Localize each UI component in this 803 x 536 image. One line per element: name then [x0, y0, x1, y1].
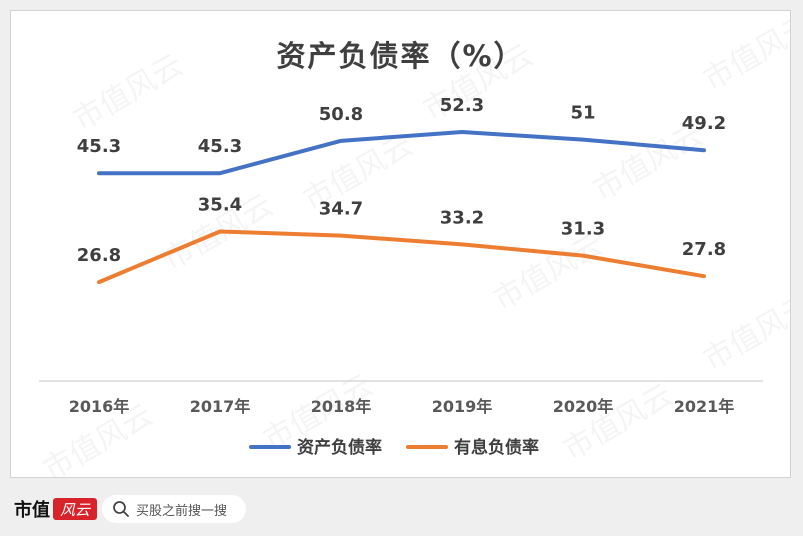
x-tick-label: 2017年 — [190, 397, 251, 416]
legend: 资产负债率 有息负债率 — [249, 437, 539, 458]
data-label: 45.3 — [77, 136, 121, 157]
chart-title: 资产负债率（%） — [276, 39, 525, 73]
data-label: 52.3 — [440, 95, 484, 116]
data-label: 34.7 — [319, 199, 363, 220]
footer-bar: 市值 风云 买股之前搜一搜 — [0, 480, 803, 536]
legend-label-1: 有息负债率 — [454, 437, 539, 458]
data-label: 27.8 — [682, 239, 726, 260]
data-label: 45.3 — [198, 136, 242, 157]
data-label: 49.2 — [682, 113, 726, 134]
data-label: 31.3 — [561, 219, 605, 240]
series-layer — [97, 129, 706, 285]
watermark-text: 市值风云 — [698, 288, 791, 378]
x-tick-label: 2021年 — [674, 397, 735, 416]
search-icon — [113, 501, 129, 517]
x-tick-label: 2016年 — [69, 397, 130, 416]
data-label: 35.4 — [198, 194, 242, 215]
data-label: 26.8 — [77, 245, 121, 266]
watermark-text: 市值风云 — [488, 228, 609, 318]
search-placeholder: 买股之前搜一搜 — [136, 503, 228, 519]
watermark-text: 市值风云 — [558, 378, 679, 468]
x-tick-label: 2018年 — [311, 397, 372, 416]
x-tick-label: 2019年 — [432, 397, 493, 416]
brand-name: 市值 — [14, 500, 50, 521]
chart-card: 市值风云 市值风云 市值风云 市值风云 市值风云 市值风云 市值风云 市值风云 市值风云 市值风云… — [10, 10, 791, 478]
data-label: 50.8 — [319, 104, 363, 125]
search-box[interactable]: 买股之前搜一搜 — [102, 495, 246, 523]
series-line-1 — [97, 229, 706, 285]
line-chart: 市值风云市值风云市值风云市值风云市值风云市值风云市值风云市值风云市值风云市值风云… — [38, 11, 791, 477]
data-labels: 45.3 45.3 50.8 52.3 51 49.2 26.8 35.4 34.7 33.2 31… — [77, 95, 726, 266]
x-tick-labels: 2016年 2017年 2018年 2019年 2020年 2021年 — [69, 397, 735, 416]
data-label: 33.2 — [440, 207, 484, 228]
series-line-0 — [97, 129, 706, 176]
data-label: 51 — [570, 103, 595, 124]
brand-logo: 风云 — [53, 498, 97, 520]
legend-label-0: 资产负债率 — [297, 437, 382, 458]
brand[interactable]: 市值 风云 — [14, 496, 97, 522]
x-tick-label: 2020年 — [553, 397, 614, 416]
